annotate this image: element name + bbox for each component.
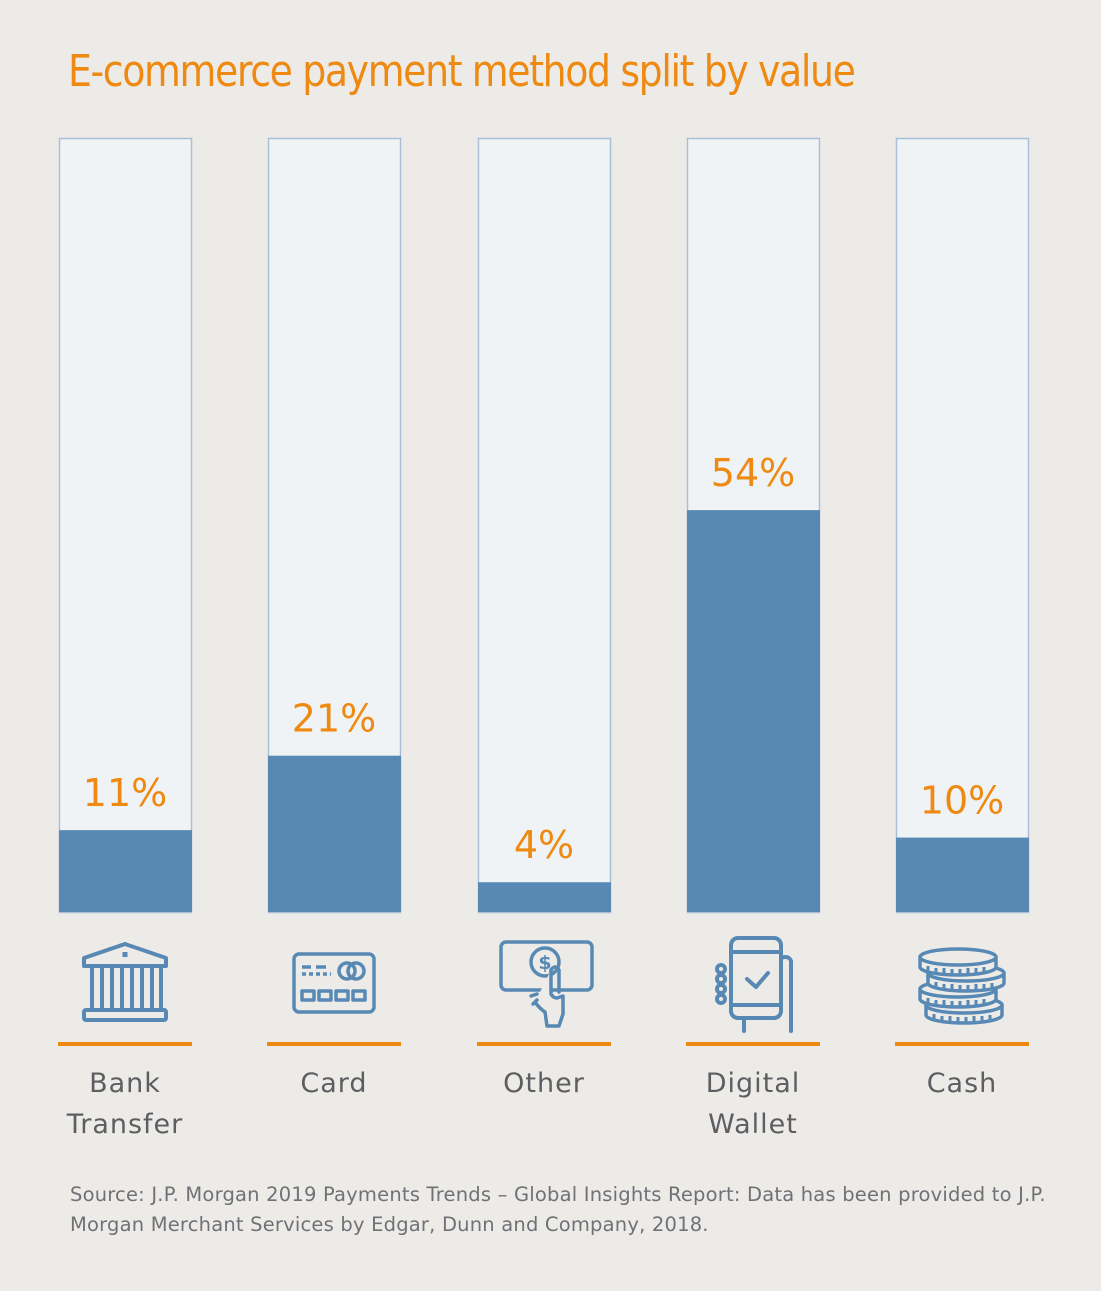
category-label-line: Other <box>503 1068 585 1099</box>
underlines-group <box>58 1042 1029 1046</box>
chart-title: E-commerce payment method split by value <box>68 46 856 97</box>
category-label-line: Cash <box>926 1068 998 1099</box>
category-label-card: Card <box>254 1063 414 1104</box>
category-label-line: Wallet <box>708 1109 798 1140</box>
data-label-cash: 10% <box>920 779 1004 823</box>
icons-group: $ <box>82 936 1006 1033</box>
mobile-wallet-icon <box>715 936 793 1033</box>
bar-track-bank-transfer <box>58 137 193 914</box>
bar-other <box>478 882 611 912</box>
category-label-line: Card <box>300 1068 368 1099</box>
underline-other <box>477 1042 611 1046</box>
bar-track-other <box>477 137 612 914</box>
category-label-line: Digital <box>705 1068 801 1099</box>
data-label-digital-wallet: 54% <box>711 451 795 495</box>
data-label-bank-transfer: 11% <box>83 771 167 815</box>
category-label-digital-wallet: Digital Wallet <box>673 1063 833 1145</box>
bar-card <box>268 755 401 912</box>
bar-bank-transfer <box>59 830 192 912</box>
bar-track-cash <box>895 137 1030 914</box>
underline-digital-wallet <box>686 1042 820 1046</box>
bank-icon <box>82 942 168 1022</box>
coin-stack-icon <box>918 947 1006 1025</box>
underline-card <box>267 1042 401 1046</box>
underline-cash <box>895 1042 1029 1046</box>
bar-cash <box>896 837 1029 912</box>
data-label-other: 4% <box>514 823 574 867</box>
category-label-line: Transfer <box>66 1109 184 1140</box>
data-label-card: 21% <box>292 697 376 741</box>
credit-card-icon <box>292 952 376 1014</box>
category-label-other: Other <box>464 1063 624 1104</box>
category-label-bank-transfer: Bank Transfer <box>45 1063 205 1145</box>
svg-text:$: $ <box>538 952 551 974</box>
category-label-cash: Cash <box>882 1063 1042 1104</box>
hand-paying-icon: $ <box>499 940 594 1028</box>
category-label-line: Bank <box>89 1068 161 1099</box>
bars-group: 11% 21% 4% 54% 10% <box>58 137 1030 914</box>
underline-bank-transfer <box>58 1042 192 1046</box>
bar-digital-wallet <box>687 510 820 912</box>
source-note: Source: J.P. Morgan 2019 Payments Trends… <box>70 1183 1046 1236</box>
